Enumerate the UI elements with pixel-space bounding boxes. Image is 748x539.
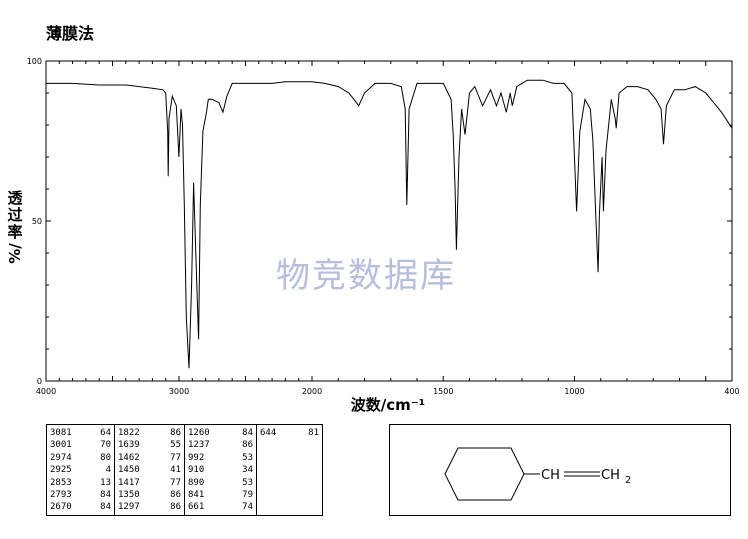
x-tick-label: 3000: [169, 387, 189, 396]
peak-table-row: 910 34: [188, 464, 253, 476]
peak-wavenumber: 1462: [118, 452, 140, 463]
peak-table-row: 1350 86: [118, 489, 181, 501]
peak-table-column: 1260 84 1237 86 992 53 910 34 890 53 841 79 661 74: [185, 425, 257, 515]
peak-transmittance: 34: [242, 465, 253, 476]
peak-table-row: 3001 70: [50, 439, 111, 451]
peak-table-row: 1462 77: [118, 452, 181, 464]
peak-table-row: 2853 13: [50, 477, 111, 489]
peak-table-column: 3081 64 3001 70 2974 80 2925 4 2853 13 2793 84 2670 8…: [47, 425, 115, 515]
peak-transmittance: 55: [170, 440, 181, 451]
peak-table-row: 2793 84: [50, 489, 111, 501]
peak-transmittance: 86: [170, 428, 181, 438]
peak-transmittance: 84: [100, 489, 111, 500]
peak-wavenumber: 644: [260, 428, 277, 438]
peak-transmittance: 70: [100, 440, 111, 451]
peak-table-column: 1822 86 1639 55 1462 77 1450 41 1417 77 1350 86 1297…: [115, 425, 185, 515]
peak-table-row: 1237 86: [188, 439, 253, 451]
x-tick-label: 4000: [36, 387, 56, 396]
peak-transmittance: 74: [242, 502, 253, 513]
peak-table-row: 890 53: [188, 477, 253, 489]
watermark-text: 物竞数据库: [276, 256, 456, 296]
peak-table-row: 1297 86: [118, 501, 181, 513]
peak-wavenumber: 1350: [118, 489, 140, 500]
cyclohexane-ring: [444, 447, 525, 501]
peak-wavenumber: 2793: [50, 489, 72, 500]
x-tick-label: 400: [724, 387, 739, 396]
peak-table-row: 992 53: [188, 452, 253, 464]
peak-transmittance: 64: [100, 428, 111, 438]
peak-wavenumber: 992: [188, 452, 205, 463]
structure-box: CH CH 2: [389, 424, 731, 516]
peak-transmittance: 86: [242, 440, 253, 451]
peak-table-row: 644 81: [260, 427, 319, 439]
x-axis-label: 波数/cm⁻¹: [351, 396, 426, 414]
axis-ticks: [46, 61, 732, 381]
peak-table-row: 1450 41: [118, 464, 181, 476]
peak-table-row: 2925 4: [50, 464, 111, 476]
peak-wavenumber: 3081: [50, 428, 72, 438]
peak-wavenumber: 2974: [50, 452, 72, 463]
peak-transmittance: 81: [308, 428, 319, 438]
peak-transmittance: 13: [100, 477, 111, 488]
chart-title: 薄膜法: [46, 24, 95, 43]
peak-wavenumber: 1297: [118, 502, 140, 513]
peak-table: 3081 64 3001 70 2974 80 2925 4 2853 13 2793 84 2670 8…: [46, 424, 323, 516]
peak-transmittance: 86: [170, 502, 181, 513]
peak-wavenumber: 841: [188, 489, 205, 500]
peak-table-row: 1639 55: [118, 439, 181, 451]
peak-table-row: 661 74: [188, 501, 253, 513]
y-axis-label: 透 过 率 %/: [2, 189, 28, 264]
peak-table-row: 2974 80: [50, 452, 111, 464]
peak-wavenumber: 661: [188, 502, 205, 513]
peak-wavenumber: 1260: [188, 428, 210, 438]
peak-table-row: 1260 84: [188, 427, 253, 439]
peak-transmittance: 84: [100, 502, 111, 513]
peak-table-row: 3081 64: [50, 427, 111, 439]
peak-transmittance: 53: [242, 452, 253, 463]
formula-subscript: 2: [625, 475, 631, 486]
peak-wavenumber: 1450: [118, 465, 140, 476]
peak-transmittance: 86: [170, 489, 181, 500]
peak-table-column: 644 81: [257, 425, 322, 515]
peak-wavenumber: 3001: [50, 440, 72, 451]
peak-transmittance: 79: [242, 489, 253, 500]
spectrum-line: [46, 79, 733, 369]
peak-transmittance: 77: [170, 477, 181, 488]
peak-transmittance: 4: [105, 465, 111, 476]
y-tick-label: 0: [37, 377, 42, 386]
y-tick-label: 100: [27, 57, 42, 66]
peak-transmittance: 53: [242, 477, 253, 488]
peak-table-row: 841 79: [188, 489, 253, 501]
peak-wavenumber: 890: [188, 477, 205, 488]
vinylcyclohexane-structure: CH CH 2: [444, 447, 631, 501]
peak-transmittance: 80: [100, 452, 111, 463]
peak-wavenumber: 910: [188, 465, 205, 476]
peak-table-row: 1822 86: [118, 427, 181, 439]
peak-wavenumber: 2853: [50, 477, 72, 488]
y-axis-label-char: 透: [7, 189, 23, 207]
peak-table-row: 1417 77: [118, 477, 181, 489]
y-tick-label: 50: [32, 217, 42, 226]
x-tick-label: 1000: [564, 387, 584, 396]
x-tick-label: 1500: [433, 387, 453, 396]
peak-wavenumber: 1417: [118, 477, 140, 488]
peak-wavenumber: 2925: [50, 465, 72, 476]
peak-table-row: 2670 84: [50, 501, 111, 513]
peak-transmittance: 84: [242, 428, 253, 438]
x-tick-label: 2000: [302, 387, 322, 396]
y-axis-label-char: 率: [7, 223, 23, 241]
peak-wavenumber: 2670: [50, 502, 72, 513]
peak-transmittance: 77: [170, 452, 181, 463]
y-axis-label-char: 过: [7, 206, 23, 224]
peak-wavenumber: 1237: [188, 440, 210, 451]
peak-wavenumber: 1639: [118, 440, 140, 451]
formula-ch2: CH: [601, 468, 620, 483]
plot-frame: [45, 60, 733, 382]
peak-transmittance: 41: [170, 465, 181, 476]
peak-wavenumber: 1822: [118, 428, 140, 438]
formula-ch: CH: [541, 468, 560, 483]
